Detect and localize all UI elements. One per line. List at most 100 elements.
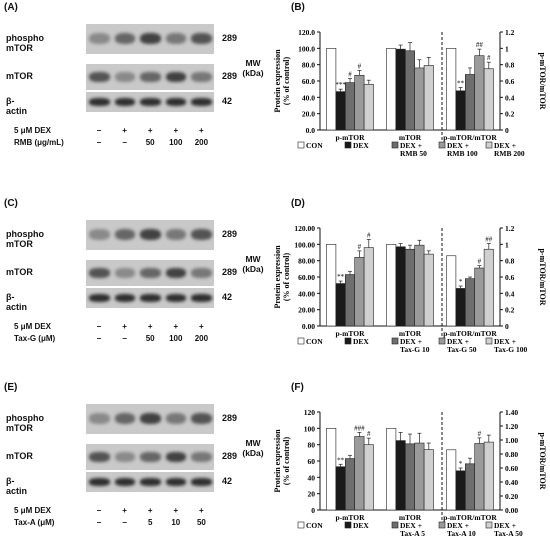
mw-header: MW (kDa) [238,254,268,274]
bar [354,74,365,131]
condition-value: + [122,322,127,331]
condition-value: + [199,126,204,135]
blot-band [89,478,110,486]
condition-value: 5 [147,518,153,527]
legend-swatch [485,521,493,529]
legend-label: DEX [353,521,369,530]
legend-swatch [297,141,305,149]
legend-swatch [391,337,399,345]
legend-label: DEX + [400,521,422,530]
y-axis-title: (% of control) [282,57,291,106]
mw-header: MW (kDa) [238,438,268,458]
condition-value: + [173,322,179,331]
condition-value: + [122,126,127,135]
legend-swatch [438,521,446,529]
condition-value: 50 [145,138,155,147]
y-tick-label: 120 [304,408,316,417]
condition-value: + [199,506,204,515]
blot-band [114,33,136,45]
condition-value: − [122,518,127,527]
significance-marker: * [459,460,463,468]
blot-band [191,98,212,106]
bar [423,449,434,511]
condition-value: − [122,138,127,147]
legend-label: DEX + [400,337,422,346]
blot-band [140,451,161,462]
y-tick-label: 100.00 [294,240,315,249]
significance-marker: # [348,71,352,79]
condition-label: 5 μM DEX [14,126,51,135]
blot-band [140,71,161,82]
y-tick-label: 80.0 [302,61,315,70]
legend-swatch [391,521,399,529]
y2-tick-label: 1 [505,240,509,249]
bar [326,244,337,327]
condition-value: + [173,506,179,515]
bar [446,255,457,327]
significance-marker: *** [335,81,346,89]
y-tick-label: 120.00 [294,224,315,233]
y-tick-label: 40 [308,473,316,482]
bar [465,74,476,131]
blot-band [89,229,110,241]
bar [414,67,425,131]
condition-value: + [147,506,153,515]
bar [395,48,406,131]
bar [423,253,434,327]
legend-label: DEX + [447,337,469,346]
significance-marker: ** [457,80,465,88]
condition-label: 5 μM DEX [14,322,51,331]
bar [395,246,406,327]
condition-label: RMB (μg/mL) [14,138,64,147]
legend-swatch [344,521,352,529]
legend-label: DEX + [447,521,469,530]
blot-band [165,229,187,241]
bar [326,48,337,131]
x-category-label: mTOR [399,513,422,522]
bar [405,248,416,327]
bar [335,91,346,131]
y-tick-label: 40.00 [298,289,315,298]
blot-row-label: mTOR [6,71,33,81]
condition-value: + [147,322,153,331]
significance-marker: ** [337,273,345,281]
y2-tick-label: 0.4 [505,93,515,102]
condition-value: − [96,506,102,515]
x-category-label: p-mTOR/mTOR [443,513,497,522]
blot-band [191,478,212,486]
legend-label: Tax-A 5 [400,529,425,538]
y-tick-label: 80 [308,441,316,450]
bar [423,65,434,131]
bar [483,248,494,327]
y-tick-label: 120.0 [298,28,315,37]
blot-band [191,413,212,425]
legend-label: CON [306,141,323,150]
blot-band [89,33,110,45]
bar [465,463,476,511]
mw-header-unit: (kDa) [242,448,264,458]
blot-band [165,478,187,486]
y-tick-label: 20 [308,490,316,499]
mw-header: MW (kDa) [238,58,268,78]
condition-label: Tax-G (μM) [14,334,56,343]
blot-row-label: mTOR [6,267,33,277]
blot-band [114,294,136,302]
blot-band [165,267,187,278]
mw-header-unit: (kDa) [242,264,264,274]
molecular-weight-label: 289 [222,267,238,277]
blot-band [114,71,136,82]
blot-row-label: mTOR [6,451,33,461]
y-tick-label: 60.0 [302,77,315,86]
blot-band [114,413,136,425]
condition-value: + [122,506,127,515]
y-tick-label: 0.0 [306,126,316,135]
significance-marker: * [459,278,463,286]
mw-header-line: MW [245,254,261,264]
y2-tick-label: 0.8 [505,257,515,266]
bar [326,428,337,511]
y-tick-label: 0.00 [302,322,315,331]
bar [465,278,476,327]
bar [446,48,457,131]
bar [474,267,485,327]
legend-label: CON [306,337,323,346]
